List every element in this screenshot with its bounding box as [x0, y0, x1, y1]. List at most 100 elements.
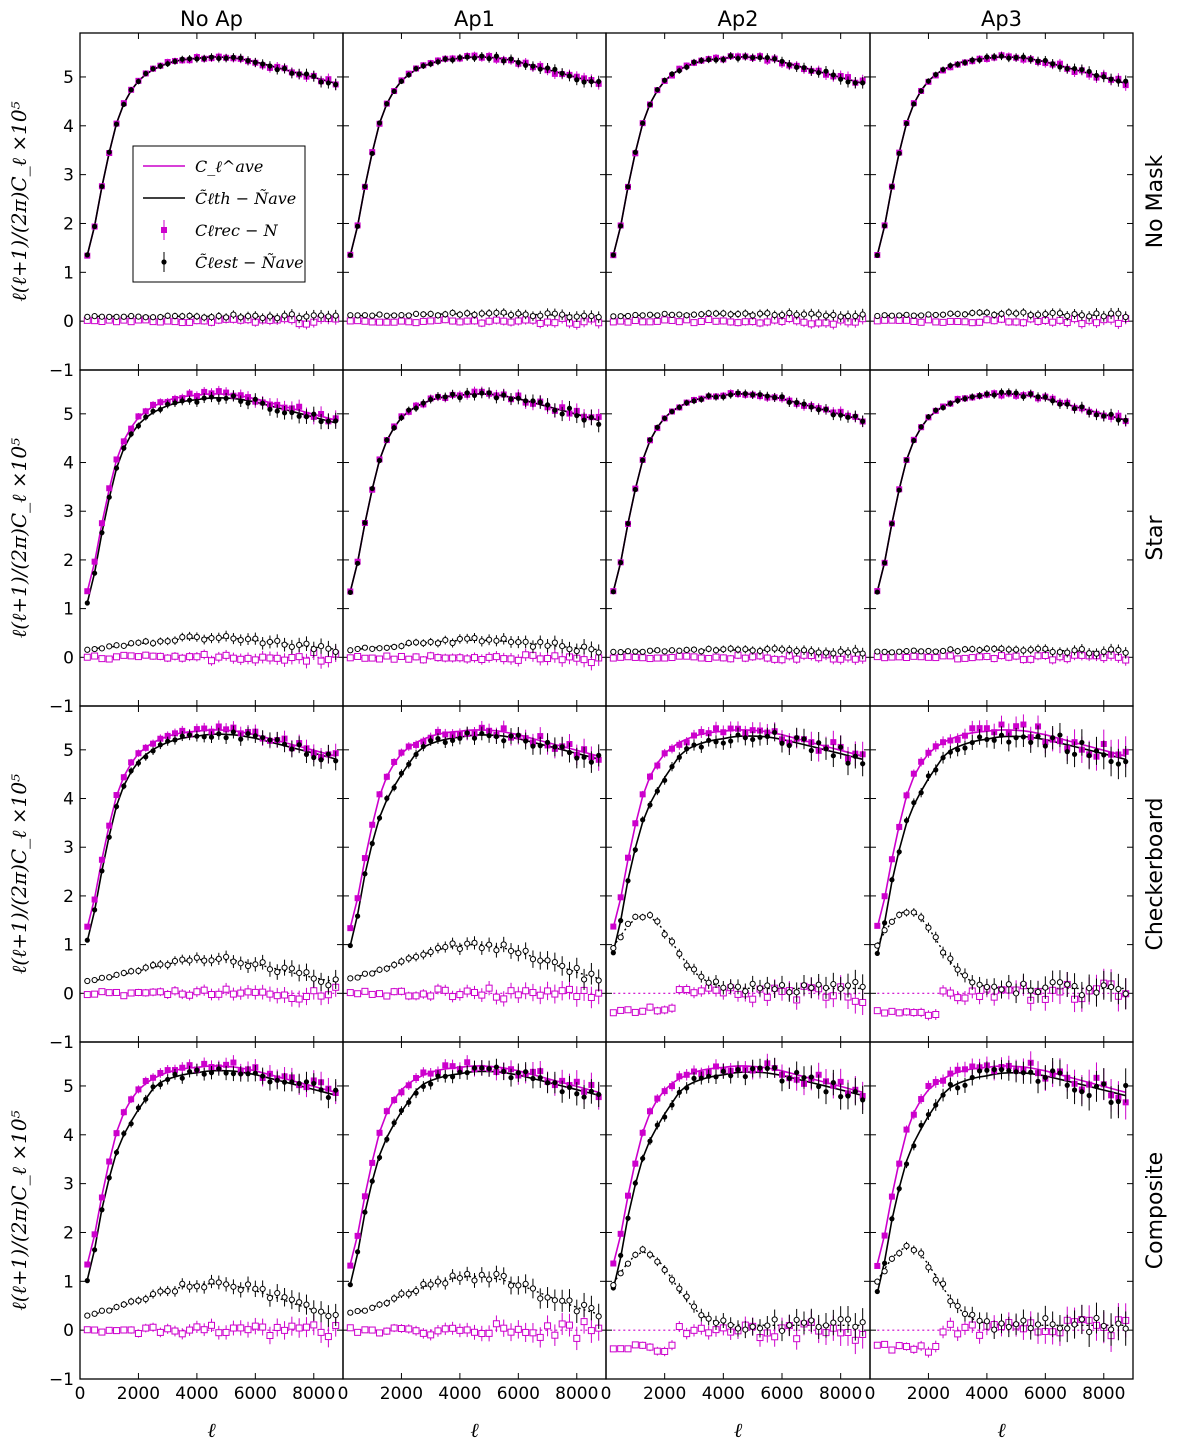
ave-curve	[349, 729, 599, 928]
rec-residual-point	[910, 1345, 918, 1353]
est-residual-point	[566, 1297, 573, 1304]
est-point	[537, 1075, 543, 1081]
est-point	[1013, 1069, 1019, 1075]
est-residual-point	[223, 632, 230, 640]
est-point	[1035, 733, 1041, 739]
est-point	[779, 1078, 785, 1084]
est-residual-point	[208, 957, 215, 964]
rec-point	[918, 758, 925, 765]
rec-residual-point	[434, 654, 442, 662]
est-residual-point	[171, 637, 179, 644]
est-point	[384, 795, 390, 801]
est-residual-point	[654, 1258, 661, 1265]
est-point	[896, 849, 902, 855]
est-point	[442, 1073, 448, 1079]
est-point	[1093, 72, 1100, 79]
rec-residual-point	[646, 1003, 654, 1011]
est-point	[845, 414, 851, 420]
est-residual-point	[266, 1294, 274, 1302]
rec-point	[449, 1063, 456, 1070]
est-point	[969, 57, 975, 63]
est-residual-point	[193, 954, 200, 961]
est-point	[1042, 1074, 1048, 1081]
est-point	[311, 1080, 317, 1087]
est-residual-point	[793, 989, 800, 996]
est-point	[728, 53, 734, 59]
est-residual-point	[903, 1242, 910, 1250]
est-point	[676, 1089, 682, 1095]
est-point	[303, 71, 310, 77]
est-point	[230, 393, 237, 399]
est-point	[479, 730, 485, 737]
est-residual-point	[683, 962, 690, 969]
est-residual-point	[544, 1294, 551, 1301]
rec-residual-point	[939, 318, 947, 326]
rec-point	[98, 1194, 105, 1201]
panel-plot-area	[609, 1053, 867, 1357]
rec-residual-point	[727, 318, 735, 326]
est-residual-point	[157, 961, 164, 968]
est-point	[669, 71, 675, 77]
est-residual-point	[171, 1288, 179, 1295]
ave-curve	[612, 56, 863, 256]
est-residual-point	[427, 1281, 434, 1288]
est-point	[406, 761, 412, 767]
y-tick-label: 0	[63, 1321, 74, 1341]
y-tick-label: 5	[63, 405, 74, 425]
y-tick-label: 4	[63, 790, 74, 810]
rec-residual-point	[719, 654, 727, 662]
rec-point	[113, 456, 120, 463]
est-point	[1071, 1087, 1078, 1093]
est-residual-point	[1042, 311, 1049, 318]
est-residual-point	[281, 964, 288, 971]
rec-residual-point	[149, 1323, 157, 1331]
est-point	[230, 54, 237, 60]
est-residual-point	[266, 313, 274, 320]
ave-curve	[876, 393, 1126, 592]
rec-residual-point	[149, 988, 157, 996]
est-residual-point	[1107, 310, 1115, 317]
est-residual-point	[405, 639, 412, 647]
rec-residual-point	[127, 318, 135, 326]
est-residual-point	[142, 638, 149, 645]
rec-residual-point	[259, 1323, 267, 1331]
est-residual-point	[852, 978, 859, 986]
rec-point	[150, 740, 157, 747]
rec-residual-point	[317, 657, 325, 665]
rec-residual-point	[390, 318, 398, 326]
est-point	[962, 1082, 968, 1088]
est-residual-point	[1086, 650, 1093, 657]
rec-point	[91, 558, 98, 565]
residual-theory-dotted	[612, 914, 863, 990]
est-point	[1064, 749, 1070, 755]
est-residual-point	[317, 978, 325, 986]
est-point	[940, 1092, 946, 1098]
est-residual-point	[244, 1281, 252, 1288]
rec-residual-point	[558, 987, 566, 995]
residual-theory-dotted	[350, 943, 599, 980]
est-point	[1086, 753, 1092, 759]
rec-residual-point	[419, 656, 427, 664]
est-point	[281, 410, 288, 416]
est-residual-point	[1093, 650, 1100, 657]
est-point	[596, 421, 602, 427]
rec-residual-point	[441, 1325, 449, 1333]
est-point	[355, 560, 361, 566]
est-point	[106, 834, 112, 840]
est-point	[933, 767, 939, 773]
est-point	[925, 773, 932, 779]
est-point	[1071, 65, 1078, 72]
rec-residual-point	[127, 989, 135, 997]
est-point	[808, 68, 814, 74]
est-point	[135, 1105, 142, 1111]
est-residual-point	[1005, 981, 1012, 988]
rec-point	[896, 1160, 903, 1167]
row-label: Composite	[1143, 1152, 1168, 1269]
panel-frame	[869, 1041, 1134, 1380]
panel-plot-area	[346, 386, 603, 671]
rec-point	[223, 726, 230, 733]
est-point	[552, 744, 558, 750]
est-point	[1042, 743, 1048, 749]
est-point	[464, 1070, 470, 1076]
est-residual-point	[1034, 311, 1042, 318]
